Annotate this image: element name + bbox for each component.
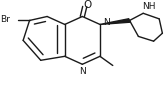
Text: NH: NH [142,2,156,11]
Polygon shape [100,19,131,24]
Text: N: N [103,18,110,27]
Text: N: N [79,67,86,76]
Text: O: O [84,0,92,10]
Text: Br: Br [1,15,10,24]
